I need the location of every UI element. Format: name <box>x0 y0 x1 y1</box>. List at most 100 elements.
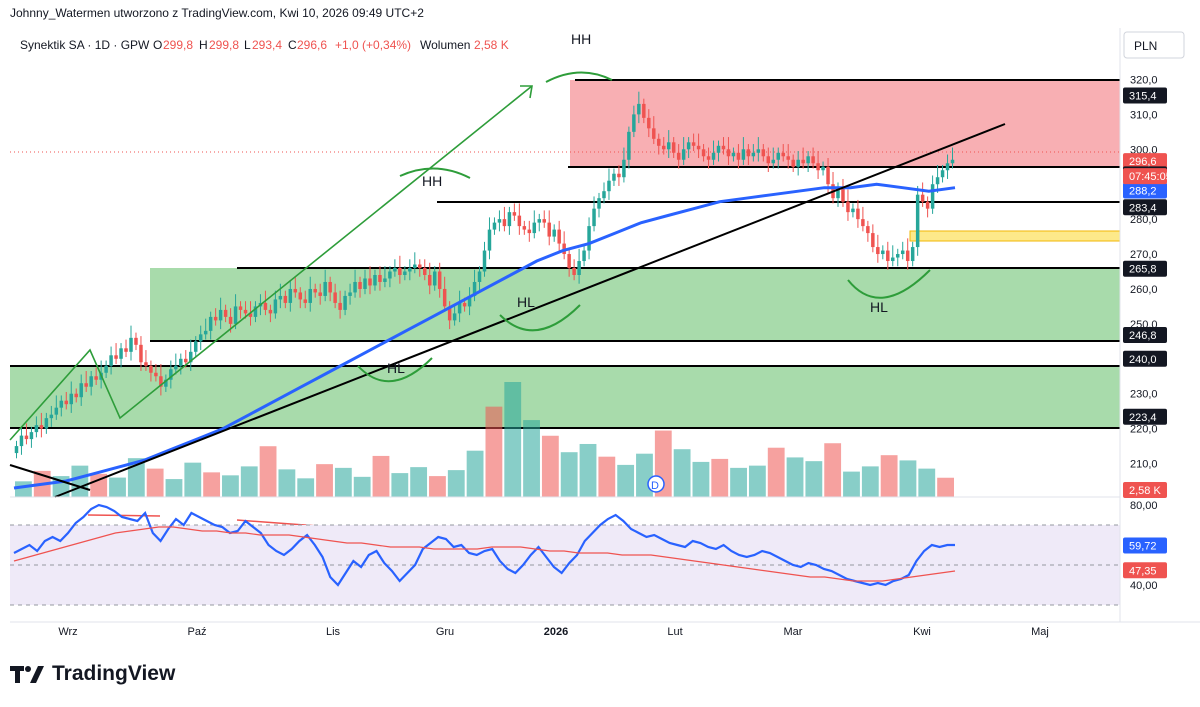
candle-body <box>79 383 83 398</box>
trendline-main <box>54 123 1006 498</box>
candle-body <box>208 316 213 331</box>
candle-body <box>59 400 64 408</box>
candle-body <box>74 393 78 398</box>
candle-body <box>925 201 930 209</box>
volume-bar <box>222 475 239 497</box>
candle-body <box>54 407 59 415</box>
candle-body <box>706 156 711 160</box>
annotations: HH HH HL HL HL <box>387 31 888 376</box>
candle-body <box>801 159 805 164</box>
volume-bar <box>15 481 32 497</box>
candle-body <box>642 103 646 118</box>
candle-body <box>129 337 133 352</box>
candle-body <box>896 254 900 258</box>
candle-body <box>851 208 855 213</box>
volume-bar <box>316 464 333 497</box>
legend-low-label: L <box>244 38 251 52</box>
candle-body <box>64 400 69 405</box>
volume-bar <box>146 468 164 497</box>
candle-body <box>94 376 98 380</box>
dividend-marker-label: D <box>651 480 659 492</box>
candle-body <box>164 379 168 387</box>
candle-body <box>253 306 258 317</box>
candle-body <box>766 156 771 164</box>
candle-body <box>557 229 561 244</box>
candle-body <box>711 152 716 160</box>
candle-body <box>681 149 686 160</box>
dividend-marker[interactable]: D <box>647 475 665 493</box>
candle-body <box>582 250 586 262</box>
candle-body <box>686 142 691 150</box>
hl-arc-3 <box>847 269 931 299</box>
candle-body <box>866 226 870 234</box>
candle-body <box>218 309 223 321</box>
candle-body <box>223 309 228 317</box>
x-tick-label: Paź <box>188 626 207 638</box>
candle-body <box>467 295 472 307</box>
candle-body <box>512 212 517 216</box>
hh-arc-1 <box>399 167 471 179</box>
legend-change: +1,0 (+0,34%) <box>335 38 411 52</box>
volume-bar <box>598 456 616 497</box>
rsi-tick-label: 80,00 <box>1130 500 1158 512</box>
hh-arc-2 <box>545 71 613 83</box>
candle-body <box>278 295 283 300</box>
volume-bar <box>485 406 503 497</box>
currency-button[interactable]: PLN <box>1123 31 1185 59</box>
candle-body <box>343 295 347 310</box>
volume-bar <box>579 443 597 497</box>
candle-body <box>542 219 546 223</box>
zones <box>10 80 1121 428</box>
volume-bar <box>203 472 221 497</box>
volume-bar <box>861 466 879 497</box>
candle-body <box>786 156 790 160</box>
candle-body <box>268 309 273 314</box>
candle-body <box>189 351 193 363</box>
candle-body <box>622 159 626 178</box>
candle-body <box>841 187 845 202</box>
candle-body <box>945 163 950 171</box>
volume-tag-bg <box>1123 482 1167 498</box>
symbol-legend: Synektik SA · 1D · GPW O 299,8 H 299,8 L… <box>20 38 509 52</box>
volume-bar <box>843 471 860 497</box>
volume-bar <box>899 460 917 497</box>
x-tick-label: Wrz <box>58 626 77 638</box>
price-tag-bg <box>1123 87 1167 104</box>
candle-body <box>442 288 447 307</box>
price-tag: 246,8 <box>1129 330 1157 342</box>
candle-body <box>666 142 671 150</box>
rsi-ma-value-tag: 47,35 <box>1129 565 1157 577</box>
candle-body <box>184 358 188 363</box>
volume-bar <box>767 447 785 497</box>
candle-body <box>522 226 527 230</box>
candle-body <box>891 257 895 262</box>
candle-body <box>263 302 268 310</box>
price-tag-bg <box>1123 260 1167 277</box>
candle-body <box>338 302 342 310</box>
candle-body <box>238 306 243 310</box>
candle-body <box>318 292 322 296</box>
candle-body <box>19 435 24 447</box>
countdown-tag-bg <box>1123 168 1167 185</box>
price-tag-bg <box>1123 182 1167 199</box>
candle-body <box>29 432 34 440</box>
candle-body <box>517 215 522 227</box>
candle-body <box>149 365 153 373</box>
candle-body <box>248 313 253 317</box>
volume-bar <box>240 466 258 497</box>
y-tick-label: 310,0 <box>1130 109 1158 121</box>
candle-body <box>816 163 820 171</box>
candle-body <box>935 177 940 185</box>
candle-body <box>776 152 780 160</box>
tradingview-logo[interactable]: TradingView <box>10 662 175 686</box>
candle-body <box>403 271 407 275</box>
volume-bar <box>692 461 710 497</box>
legend-symbol: Synektik SA · 1D · GPW <box>20 38 150 52</box>
candle-body <box>313 288 317 293</box>
candle-body <box>930 184 935 209</box>
volume-bar <box>824 443 842 497</box>
candle-body <box>876 247 880 255</box>
candle-body <box>383 278 387 282</box>
candle-body <box>726 149 731 157</box>
